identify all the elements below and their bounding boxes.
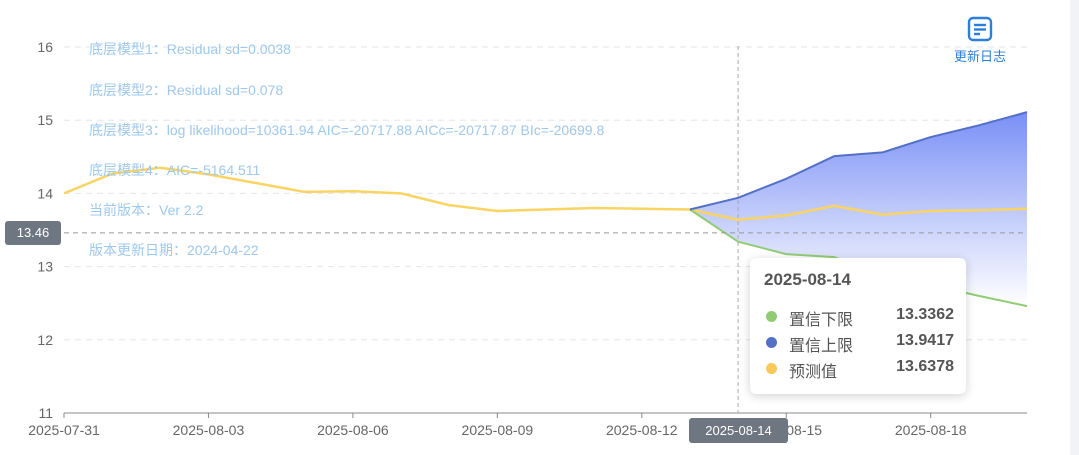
tooltip-row-value: 13.6378 (896, 358, 954, 375)
y-tick-label: 11 (38, 405, 53, 421)
forecast-dot (766, 363, 777, 374)
series-line (63, 166, 1028, 222)
y-tick-label: 13 (37, 259, 53, 275)
changelog-label: 更新日志 (953, 49, 1006, 64)
tooltip-row-lower: 置信下限 13.3362 (764, 305, 954, 329)
y-tick-label: 12 (37, 332, 53, 348)
x-tick-label: 2025-08-06 (317, 422, 389, 438)
lower-bound-dot (766, 311, 777, 322)
crosshair-y-badge: 13.46 (5, 221, 61, 245)
x-tick-label: 2025-08-09 (462, 422, 534, 438)
document-icon (967, 16, 993, 42)
x-tick-label: 2025-07-31 (28, 422, 100, 438)
x-tick-label: 2025-08-18 (895, 422, 967, 438)
series-line (689, 111, 1028, 211)
tooltip-row-name: 置信下限 (789, 312, 854, 329)
note-model-4: 底层模型4：AIC=-5164.511 (89, 162, 261, 178)
note-model-2: 底层模型2：Residual sd=0.078 (89, 82, 284, 98)
tooltip-row-name: 置信上限 (789, 338, 854, 355)
tooltip: 2025-08-14 置信下限 13.3362 置信上限 13.9417 预测值… (750, 258, 966, 394)
tooltip-row-forecast: 预测值 13.6378 (764, 357, 954, 381)
tooltip-row-value: 13.9417 (896, 332, 954, 349)
x-tick-label: 2025-08-12 (606, 422, 678, 438)
tooltip-title: 2025-08-14 (764, 270, 851, 289)
note-model-3: 底层模型3：log likelihood=10361.94 AIC=-20717… (89, 122, 605, 138)
changelog-button[interactable]: 更新日志 (944, 16, 1016, 65)
y-tick-label: 15 (37, 112, 53, 128)
upper-bound-dot (766, 337, 777, 348)
y-tick-label: 14 (37, 185, 53, 201)
x-tick-label: 2025-08-03 (173, 422, 245, 438)
crosshair-x-badge: 2025-08-14 (689, 418, 788, 443)
note-update-date: 版本更新日期：2024-04-22 (89, 242, 259, 258)
note-version: 当前版本：Ver 2.2 (89, 202, 204, 218)
y-tick-label: 16 (37, 39, 53, 55)
tooltip-row-upper: 置信上限 13.9417 (764, 331, 954, 355)
tooltip-row-value: 13.3362 (896, 306, 954, 323)
tooltip-row-name: 预测值 (789, 364, 838, 381)
note-model-1: 底层模型1：Residual sd=0.0038 (89, 41, 291, 57)
